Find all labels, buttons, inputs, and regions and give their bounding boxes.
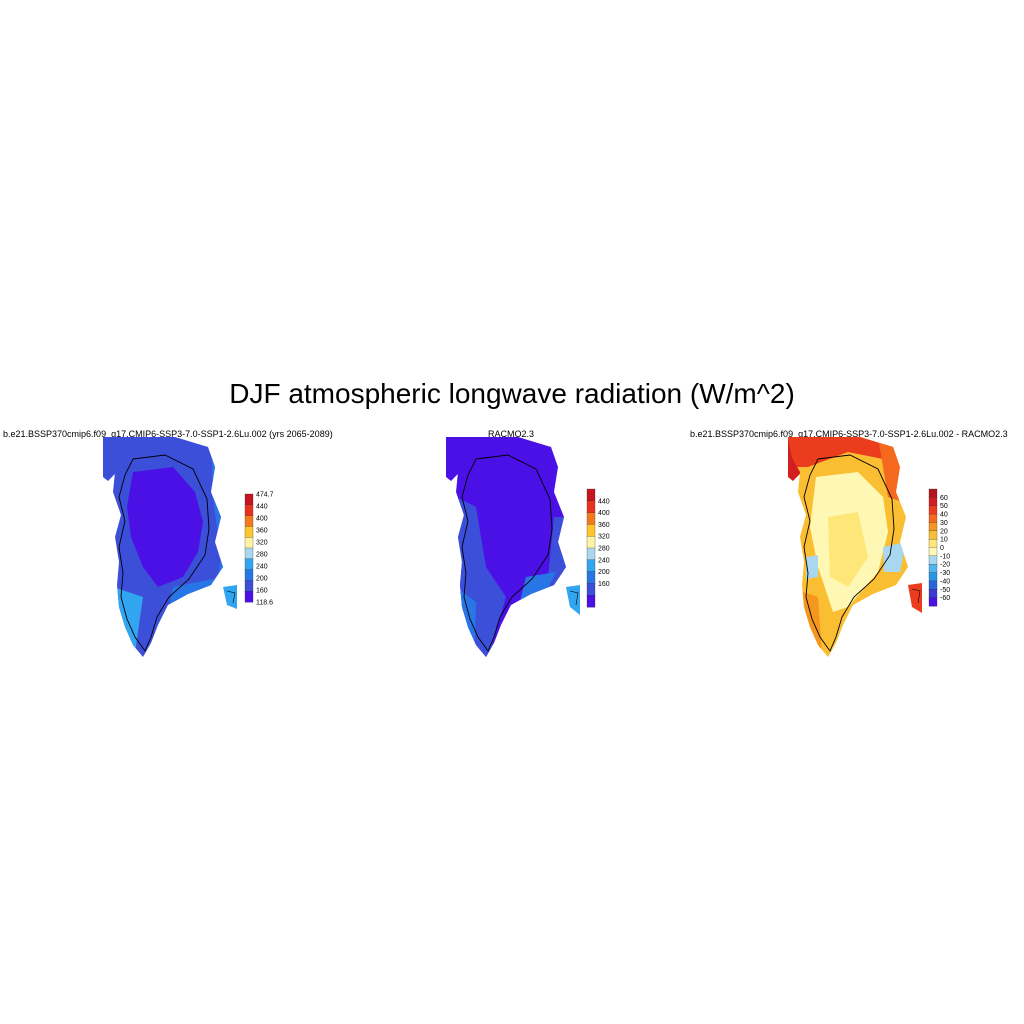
colorbar-swatch (928, 572, 938, 582)
colorbar-swatch (586, 512, 596, 525)
colorbar-swatch (586, 488, 596, 502)
colorbar-tick-label: 200 (256, 576, 268, 583)
island-southeast (566, 585, 580, 615)
colorbar-swatch (928, 580, 938, 590)
colorbar-tick-label: 160 (256, 588, 268, 595)
colorbar-tick-label: 200 (598, 569, 610, 576)
colorbar-tick-label: 400 (256, 516, 268, 523)
panel-3-title: b.e21.BSSP370cmip6.f09_g17.CMIP6-SSP3-7.… (690, 429, 1008, 439)
colorbar-tick-label: 30 (940, 520, 948, 527)
colorbar-tick-label: 0 (940, 545, 944, 552)
map-panel-difference (788, 437, 922, 657)
colorbar-swatch (928, 513, 938, 523)
colorbar-swatch (244, 580, 254, 592)
colorbar-tick-label: 240 (598, 557, 610, 564)
coastline-outline (461, 454, 553, 652)
coastline-outline (803, 454, 895, 652)
colorbar-tick-label: -20 (940, 562, 950, 569)
colorbar-tick-label: -40 (940, 578, 950, 585)
island-southeast (908, 583, 922, 613)
colorbar-swatch (244, 591, 254, 603)
interior-low-region (127, 467, 203, 587)
colorbar-swatch (928, 564, 938, 574)
colorbar-swatch (586, 524, 596, 537)
map-panel-racmo (446, 437, 580, 657)
colorbar-swatch (586, 571, 596, 584)
colorbar-swatch (928, 530, 938, 540)
southwest-coast-diff (788, 587, 823, 657)
colorbar-swatch (928, 538, 938, 548)
colorbar-swatch (928, 589, 938, 599)
north-coast-high (788, 437, 898, 467)
coastline-outline (118, 454, 210, 652)
panel-2-title: RACMO2.3 (488, 429, 535, 439)
colorbar-tick-label: 118.6 (256, 600, 273, 607)
colorbar-tick-label: 320 (256, 540, 268, 547)
colorbar-tick-label: 440 (598, 498, 610, 505)
colorbar-swatch (928, 522, 938, 532)
colorbar-tick-label: 360 (598, 522, 610, 529)
colorbar-swatch (244, 526, 254, 538)
colorbar-swatch (586, 595, 596, 608)
colorbar-swatch (244, 515, 254, 527)
colorbar-swatch (928, 555, 938, 565)
greenland-field (103, 437, 223, 657)
colorbar-swatch (586, 536, 596, 549)
colorbar-swatch (586, 583, 596, 596)
colorbar-tick-label: -60 (940, 595, 950, 602)
colorbar-tick-label: 400 (598, 510, 610, 517)
greenland-field (788, 437, 908, 657)
colorbar-tick-label: 10 (940, 537, 948, 544)
map-panel-model (103, 437, 237, 657)
east-coast-low (883, 542, 906, 572)
colorbar-tick-label: 474.7 (256, 492, 274, 499)
colorbar-swatch (244, 493, 254, 506)
colorbar-tick-label: 280 (256, 552, 268, 559)
colorbar-swatch (244, 537, 254, 549)
colorbar-swatch (586, 559, 596, 573)
colorbar-swatch (928, 497, 938, 507)
colorbar-tick-label: 40 (940, 512, 948, 519)
figure-title: DJF atmospheric longwave radiation (W/m^… (229, 378, 795, 409)
colorbar-swatch (586, 500, 596, 514)
colorbar-swatch (928, 597, 938, 607)
colorbar-swatch (244, 558, 254, 571)
colorbar-racmo: 440 400 360 320 280 240 200 160 (586, 488, 610, 608)
colorbar-tick-label: 240 (256, 564, 268, 571)
west-coast-low (806, 555, 818, 579)
colorbar-tick-label: 360 (256, 528, 268, 535)
interior-mid-diff (828, 512, 868, 587)
colorbar-tick-label: 60 (940, 495, 948, 502)
colorbar-tick-label: 320 (598, 534, 610, 541)
colorbar-swatch (244, 547, 254, 560)
coastal-band-south (103, 587, 143, 657)
greenland-field (446, 437, 566, 657)
colorbar-tick-label: 280 (598, 546, 610, 553)
coastal-band-south (446, 587, 476, 657)
colorbar-swatch (928, 547, 938, 557)
colorbar-swatch (244, 569, 254, 581)
colorbar-tick-label: 50 (940, 503, 948, 510)
colorbar-tick-label: -30 (940, 570, 950, 577)
colorbar-model: 474.7 440 400 360 320 280 240 200 160 118.6 (244, 492, 274, 607)
colorbar-tick-label: 20 (940, 528, 948, 535)
island-southeast (223, 585, 237, 609)
colorbar-swatch (244, 504, 254, 517)
panel-1-title: b.e21.BSSP370cmip6.f09_g17.CMIP6-SSP3-7.… (3, 429, 333, 439)
colorbar-swatch (928, 488, 938, 498)
colorbar-tick-label: 440 (256, 504, 268, 511)
colorbar-swatch (928, 505, 938, 515)
colorbar-tick-label: -10 (940, 553, 950, 560)
colorbar-tick-label: -50 (940, 587, 950, 594)
colorbar-tick-label: 160 (598, 581, 610, 588)
colorbar-swatch (586, 547, 596, 561)
